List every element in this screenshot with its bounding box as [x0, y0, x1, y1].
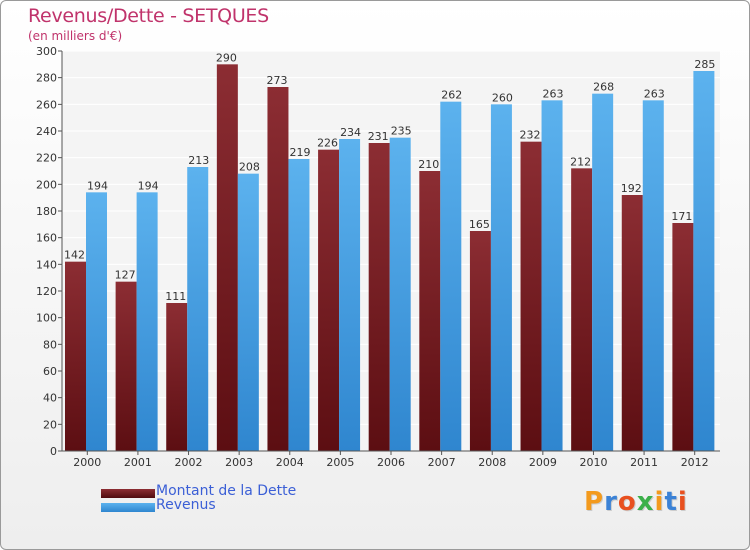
legend-swatch-debt: [101, 489, 155, 498]
revenue-bar: [288, 159, 310, 451]
chart-subtitle: (en milliers d'€): [28, 29, 123, 43]
debt-value-label: 111: [165, 290, 186, 303]
y-tick-label: 200: [36, 178, 57, 191]
y-tick-label: 180: [36, 205, 57, 218]
debt-bar: [419, 171, 441, 451]
logo-letter: o: [617, 487, 637, 517]
x-tick-label: 2008: [478, 456, 506, 469]
debt-value-label: 127: [115, 269, 136, 282]
y-tick-label: 120: [36, 285, 57, 298]
x-tick-label: 2011: [630, 456, 658, 469]
revenue-bar: [490, 104, 512, 451]
chart-title: Revenus/Dette - SETQUES: [28, 5, 269, 27]
revenue-value-label: 235: [391, 125, 412, 138]
debt-bar: [621, 195, 643, 451]
y-tick-label: 260: [36, 98, 57, 111]
legend-swatch-revenue: [101, 503, 155, 512]
debt-bar: [166, 303, 188, 451]
revenue-bar: [440, 101, 462, 452]
debt-bar: [672, 223, 694, 451]
x-tick-label: 2003: [225, 456, 253, 469]
debt-bar: [368, 143, 390, 451]
x-tick-label: 2007: [428, 456, 456, 469]
y-tick-label: 240: [36, 125, 57, 138]
revenue-bar: [237, 173, 259, 451]
revenue-value-label: 208: [239, 161, 260, 174]
revenue-bar: [86, 192, 107, 452]
revenue-value-label: 194: [87, 179, 108, 192]
revenue-value-label: 262: [441, 89, 462, 102]
debt-bar: [571, 168, 593, 452]
logo-letter: i: [654, 487, 665, 517]
debt-value-label: 210: [418, 158, 439, 171]
revenue-bar: [592, 93, 614, 452]
logo-letter: t: [664, 487, 678, 517]
debt-value-label: 231: [368, 130, 389, 143]
revenue-bar: [541, 100, 563, 451]
y-tick-label: 160: [36, 232, 57, 245]
y-tick-label: 140: [36, 258, 57, 271]
revenue-value-label: 234: [340, 126, 361, 139]
proxiti-logo: Proxiti: [584, 487, 688, 517]
revenue-bar: [693, 71, 715, 451]
revenue-value-label: 213: [188, 154, 209, 167]
logo-letter: P: [584, 487, 605, 517]
y-tick-label: 40: [43, 392, 57, 405]
revenue-value-label: 219: [289, 146, 310, 159]
x-tick-label: 2005: [326, 456, 354, 469]
y-tick-label: 280: [36, 72, 57, 85]
x-tick-label: 2006: [377, 456, 405, 469]
x-tick-label: 2000: [73, 456, 101, 469]
debt-value-label: 226: [317, 137, 338, 150]
debt-bar: [216, 64, 238, 452]
revenue-bar: [339, 139, 361, 451]
y-tick-label: 60: [43, 365, 57, 378]
logo-letter: x: [636, 487, 655, 517]
revenue-value-label: 263: [644, 87, 665, 100]
debt-value-label: 273: [266, 74, 287, 87]
y-tick-label: 220: [36, 152, 57, 165]
x-tick-label: 2004: [276, 456, 304, 469]
debt-value-label: 290: [216, 51, 237, 64]
revenue-value-label: 285: [694, 58, 715, 71]
revenue-value-label: 260: [492, 91, 513, 104]
revenue-value-label: 263: [543, 87, 564, 100]
x-tick-label: 2012: [681, 456, 709, 469]
x-tick-label: 2002: [175, 456, 203, 469]
y-tick-label: 100: [36, 312, 57, 325]
y-tick-label: 80: [43, 338, 57, 351]
legend-label-revenue: Revenus: [156, 497, 216, 513]
x-tick-label: 2001: [124, 456, 152, 469]
debt-value-label: 171: [671, 210, 692, 223]
debt-bar: [318, 149, 340, 451]
revenue-bar: [642, 100, 664, 451]
x-tick-label: 2009: [529, 456, 557, 469]
revenue-bar: [389, 137, 411, 451]
revenue-value-label: 268: [593, 81, 614, 94]
revenue-bar: [187, 167, 209, 451]
debt-bar: [520, 141, 542, 451]
y-tick-label: 20: [43, 418, 57, 431]
revenue-value-label: 194: [138, 179, 159, 192]
logo-letter: i: [677, 487, 688, 517]
debt-value-label: 232: [520, 129, 541, 142]
debt-value-label: 165: [469, 218, 490, 231]
x-tick-label: 2010: [579, 456, 607, 469]
debt-bar: [267, 87, 289, 451]
debt-bar: [65, 261, 86, 451]
debt-value-label: 212: [570, 155, 591, 168]
debt-bar: [115, 281, 137, 451]
debt-value-label: 192: [621, 182, 642, 195]
legend-label-debt: Montant de la Dette: [156, 483, 297, 499]
debt-bar: [469, 231, 491, 451]
revenue-bar: [136, 192, 158, 452]
y-tick-label: 0: [50, 445, 57, 458]
logo-letter: r: [604, 487, 618, 517]
y-tick-label: 300: [36, 45, 57, 58]
debt-value-label: 142: [64, 249, 85, 262]
